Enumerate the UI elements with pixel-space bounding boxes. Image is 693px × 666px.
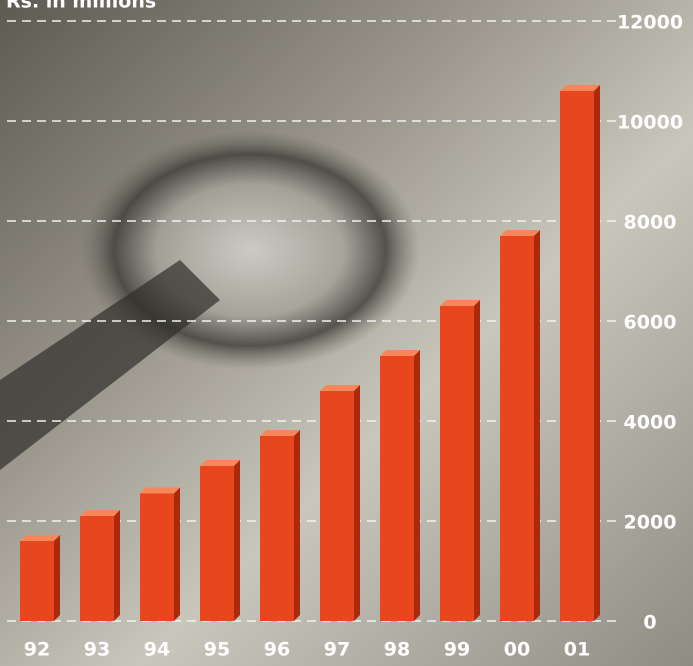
bar-top (560, 85, 600, 91)
bar-side (234, 460, 240, 621)
bar-top (200, 460, 240, 466)
bar (560, 91, 594, 621)
bar (320, 391, 354, 621)
bar-side (294, 430, 300, 621)
bar-side (174, 487, 180, 621)
x-tick-label: 97 (324, 639, 350, 661)
bar-top (140, 487, 180, 494)
bar-side (474, 300, 480, 621)
y-tick-label: 12000 (617, 12, 683, 34)
bar (20, 541, 54, 621)
bar-top (320, 385, 360, 391)
bar-side (54, 535, 60, 621)
x-tick-label: 94 (144, 639, 170, 661)
bar-side (414, 350, 420, 621)
bar-side (534, 230, 540, 621)
bar-top (260, 430, 300, 436)
background-photo (0, 260, 220, 470)
bar-top (80, 510, 120, 516)
bar (380, 356, 414, 621)
bar-side (114, 510, 120, 621)
y-tick-label: 6000 (624, 312, 677, 334)
x-tick-label: 92 (24, 639, 50, 661)
bar-top (440, 300, 480, 306)
y-tick-label: 0 (643, 612, 656, 634)
x-tick-label: 01 (564, 639, 590, 661)
bar (500, 236, 534, 621)
x-tick-label: 00 (504, 639, 530, 661)
y-tick-label: 8000 (624, 212, 677, 234)
bar (200, 466, 234, 621)
bar (80, 516, 114, 621)
bar (260, 436, 294, 621)
y-tick-label: 4000 (624, 412, 677, 434)
bar-top (20, 535, 60, 541)
bar (440, 306, 474, 621)
x-tick-label: 99 (444, 639, 470, 661)
chart-title: Rs. in millions (6, 0, 156, 13)
bar-top (380, 350, 420, 356)
y-tick-label: 2000 (624, 512, 677, 534)
x-tick-label: 95 (204, 639, 230, 661)
bar-top (500, 230, 540, 236)
y-tick-label: 10000 (617, 112, 683, 134)
bar-side (594, 85, 600, 621)
x-tick-label: 98 (384, 639, 410, 661)
bar-side (354, 385, 360, 621)
x-tick-label: 96 (264, 639, 290, 661)
bar (140, 493, 174, 621)
x-tick-label: 93 (84, 639, 110, 661)
